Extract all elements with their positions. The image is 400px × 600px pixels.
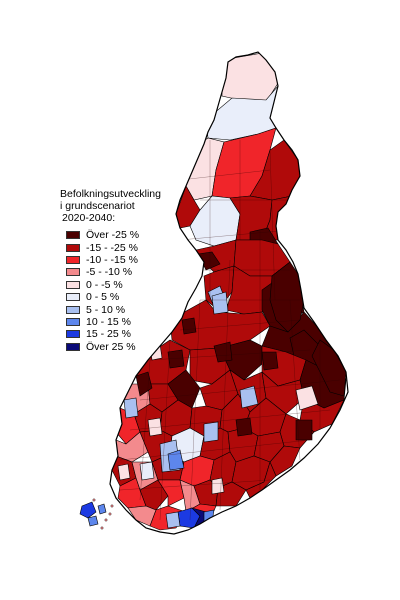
municipality-border	[119, 439, 311, 461]
legend-item: 15 - 25 %	[66, 328, 161, 340]
legend-label: Över -25 %	[86, 229, 140, 242]
legend-item: -15 - -25 %	[66, 241, 161, 254]
municipality-region	[147, 417, 163, 437]
municipality-border	[269, 149, 276, 301]
municipality-border	[139, 359, 151, 501]
legend-item: -10 - -15 %	[66, 254, 161, 266]
municipality-border	[289, 299, 301, 461]
municipality-border	[179, 229, 291, 241]
municipality-region	[261, 351, 279, 371]
aland-island	[97, 503, 107, 515]
municipality-region	[211, 477, 225, 495]
legend-label: 0 - 5 %	[86, 291, 120, 304]
municipality-region	[235, 417, 253, 437]
municipality-region	[213, 341, 233, 363]
legend-swatch	[66, 293, 80, 302]
legend-swatch	[66, 268, 80, 277]
archipelago-island	[110, 504, 114, 508]
legend-label: 0 - -5 %	[86, 278, 123, 291]
municipality-region	[211, 291, 229, 315]
legend-label: -10 - -15 %	[86, 253, 138, 266]
archipelago-island	[108, 512, 112, 516]
municipality-region	[295, 419, 313, 441]
municipality-border	[179, 169, 271, 181]
legend-swatch	[66, 231, 80, 240]
aland-island	[87, 515, 99, 527]
municipality-region	[167, 349, 185, 369]
legend-item: 0 - 5 %	[66, 291, 161, 303]
legend-item: 0 - -5 %	[66, 279, 161, 291]
municipality-region	[117, 463, 131, 481]
municipality-border	[139, 379, 341, 401]
legend-title-line-3: 2020-2040:	[62, 212, 116, 224]
municipality-border	[189, 299, 201, 521]
legend-item: Över 25 %	[66, 341, 161, 353]
legend-label: -5 - -10 %	[86, 266, 133, 279]
municipality-region	[167, 369, 201, 409]
archipelago-island	[92, 498, 96, 502]
legend-label: 15 - 25 %	[86, 328, 131, 341]
municipality-border	[149, 349, 311, 361]
legend-item: -5 - -10 %	[66, 266, 161, 278]
archipelago-island	[100, 526, 104, 530]
legend-swatch	[66, 342, 80, 351]
municipality-border	[219, 259, 231, 511]
legend-label: 5 - 10 %	[86, 303, 126, 316]
municipality-region	[203, 421, 219, 443]
legend-title: Befolkningsutveckling i grundscenariot 2…	[60, 188, 161, 224]
legend-swatch	[66, 280, 80, 289]
legend-title-line-1: Befolkningsutveckling	[60, 188, 161, 200]
municipality-border	[129, 409, 331, 431]
legend: Befolkningsutveckling i grundscenariot 2…	[60, 188, 161, 353]
legend-item: 5 - 10 %	[66, 303, 161, 316]
legend-list: Över -25 % -15 - -25 % -10 - -15 % -5 - …	[60, 229, 161, 353]
legend-swatch	[66, 305, 80, 314]
legend-swatch	[66, 243, 80, 252]
legend-title-line-2: i grundscenariot	[60, 200, 135, 212]
legend-label: -15 - -25 %	[86, 241, 138, 254]
legend-swatch	[66, 255, 80, 264]
legend-item: Över -25 %	[66, 229, 161, 241]
aland-island	[79, 501, 97, 519]
municipality-region	[239, 385, 259, 409]
legend-swatch	[66, 330, 80, 339]
municipality-region	[167, 449, 185, 471]
legend-item: 10 - 15 %	[66, 316, 161, 328]
municipality-region	[123, 397, 139, 419]
municipality-border	[179, 319, 301, 331]
legend-label: 10 - 15 %	[86, 315, 131, 328]
municipality-region	[295, 385, 319, 411]
municipality-region	[165, 511, 181, 529]
archipelago-island	[104, 518, 108, 522]
municipality-region	[157, 479, 185, 507]
municipality-region	[139, 461, 155, 481]
legend-swatch	[66, 317, 80, 326]
municipality-border	[119, 479, 271, 491]
legend-label: Över 25 %	[86, 340, 136, 353]
municipality-region	[181, 317, 197, 335]
municipality-region	[269, 445, 301, 477]
municipality-border	[159, 339, 171, 521]
